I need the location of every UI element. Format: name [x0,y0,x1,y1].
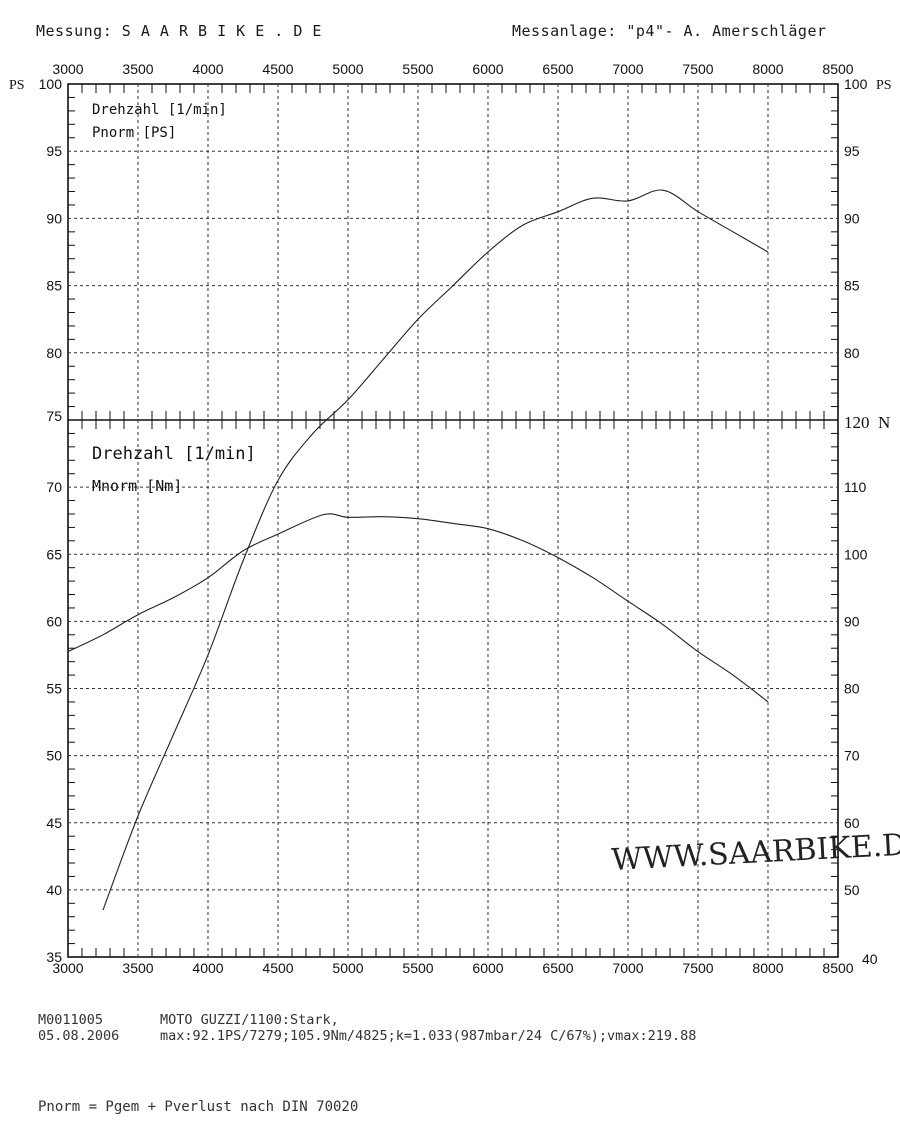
tick-label-y-left: 40 [46,882,62,898]
chart-curves [67,189,769,911]
tick-label-x-top: 7000 [612,61,643,77]
unit-label-right: N [878,413,890,432]
chart-ticks [68,84,838,957]
vehicle-model: MOTO GUZZI/1100:Stark, [160,1012,339,1028]
tick-label-x-top: 8000 [752,61,783,77]
tick-label-x-top: 5500 [402,61,433,77]
tick-label-y-right: 80 [844,345,860,361]
tick-label-y-left: 65 [46,546,62,562]
tick-label-x-bottom: 4000 [192,960,223,976]
unit-label-right: PS [876,78,892,93]
chart-grid [67,83,839,958]
tick-label-x-top: 7500 [682,61,713,77]
record-date: 05.08.2006 [38,1028,120,1044]
tick-label-x-top: 4000 [192,61,223,77]
tick-label-y-right: 110 [844,479,867,495]
unit-label-left: PS [9,78,25,93]
tick-label-y-right: 100 [844,546,868,562]
tick-label-x-bottom: 7000 [612,960,643,976]
tick-label-y-left: 45 [46,815,62,831]
chart-labels: 3000 3000 3500 3500 4000 4000 4500 4500 5000 5000… [9,61,892,976]
test-rig-header: Messanlage: "p4"- A. Amerschläger [512,22,827,40]
tick-label-y-right: 95 [844,143,860,159]
tick-label-y-left: 85 [46,278,62,294]
tick-label-x-bottom: 3000 [52,960,83,976]
power-curve [102,189,769,911]
tick-label-y-right: 50 [844,882,860,898]
tick-label-x-bottom: 7500 [682,960,713,976]
tick-label-y-right: 70 [844,748,860,764]
tick-label-y-right: 100 [844,76,868,92]
tick-label-x-bottom: 3500 [122,960,153,976]
record-id: M0011005 [38,1012,104,1028]
tick-label-y-left: 90 [46,210,62,226]
tick-label-y-left: 100 [39,76,63,92]
legend-rpm: Drehzahl [1/min] [92,444,256,464]
tick-label-y-right: 120 [844,413,870,432]
tick-label-x-top: 6500 [542,61,573,77]
tick-label-y-left: 55 [46,681,62,697]
tick-label-x-top: 6000 [472,61,503,77]
plot-frame [67,83,839,958]
tick-label-y-left: 95 [46,143,62,159]
tick-label-y-right: 40 [862,951,878,967]
tick-label-x-top: 8500 [822,61,853,77]
tick-label-x-top: 4500 [262,61,293,77]
tick-label-y-left: 70 [46,479,62,495]
tick-label-x-bottom: 8500 [822,960,853,976]
din-formula: Pnorm = Pgem + Pverlust nach DIN 70020 [38,1099,359,1115]
tick-label-y-left: 75 [46,408,62,424]
legend-torque: Mnorm [Nm] [92,477,182,495]
tick-label-x-top: 5000 [332,61,363,77]
measurement-header: Messung: S A A R B I K E . D E [36,22,322,40]
tick-label-y-right: 80 [844,681,860,697]
tick-label-x-top: 3000 [52,61,83,77]
tick-label-y-right: 90 [844,210,860,226]
tick-label-y-left: 80 [46,345,62,361]
tick-label-y-left: 50 [46,748,62,764]
tick-label-y-right: 85 [844,278,860,294]
watermark: WWW.SAARBIKE.DE [611,826,900,878]
tick-label-y-left: 35 [46,949,62,965]
tick-label-x-bottom: 8000 [752,960,783,976]
tick-label-x-bottom: 4500 [262,960,293,976]
tick-label-y-left: 60 [46,613,62,629]
tick-label-y-right: 90 [844,613,860,629]
legend-rpm: Drehzahl [1/min] [92,102,227,118]
tick-label-x-top: 3500 [122,61,153,77]
torque-curve [67,513,769,703]
tick-label-y-right: 60 [844,815,860,831]
tick-label-x-bottom: 6000 [472,960,503,976]
max-stats: max:92.1PS/7279;105.9Nm/4825;k=1.033(987… [160,1028,697,1044]
tick-label-x-bottom: 5500 [402,960,433,976]
tick-label-x-bottom: 6500 [542,960,573,976]
tick-label-x-bottom: 5000 [332,960,363,976]
legend-power: Pnorm [PS] [92,125,176,141]
